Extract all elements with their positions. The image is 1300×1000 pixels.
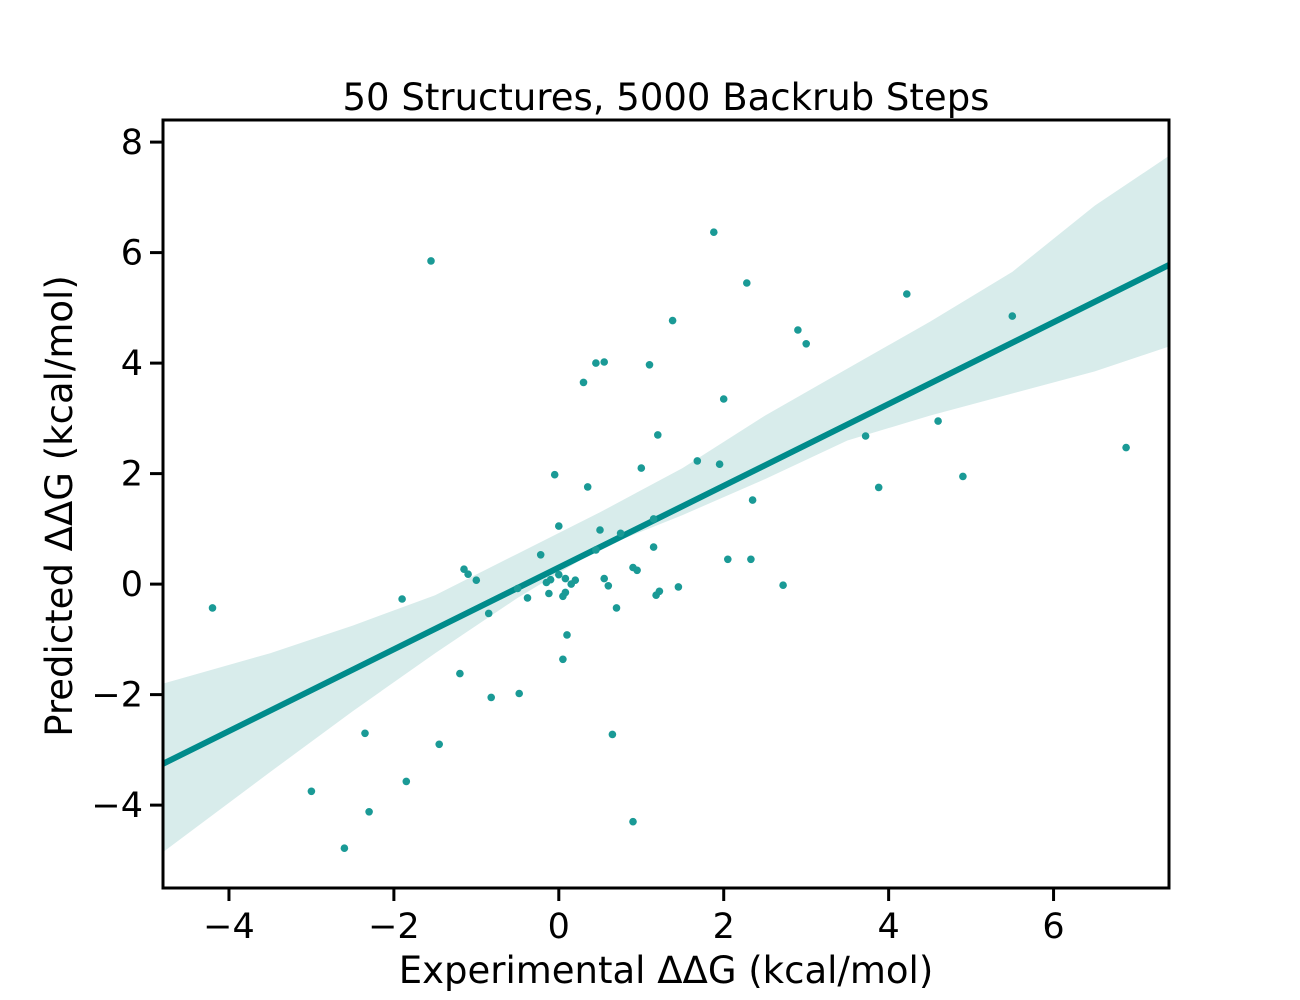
data-point (435, 740, 444, 749)
data-point (571, 576, 580, 584)
data-point (1008, 312, 1017, 320)
data-point (513, 584, 522, 593)
data-point (748, 496, 757, 504)
data-point (600, 574, 608, 583)
data-point (649, 543, 658, 551)
y-tick-label: 8 (121, 123, 143, 163)
data-point (633, 566, 641, 575)
data-point (649, 515, 658, 523)
data-point (654, 431, 662, 439)
data-point (427, 257, 435, 265)
data-point (550, 470, 559, 479)
data-point (487, 693, 496, 702)
x-tick-label: −2 (368, 907, 420, 947)
x-tick-label: 6 (1042, 907, 1064, 947)
data-point (546, 575, 555, 584)
data-point (693, 457, 702, 465)
y-tick-label: −4 (91, 786, 143, 826)
data-point (545, 589, 553, 598)
data-point (802, 340, 810, 348)
plot-frame (161, 118, 1171, 890)
data-point (715, 460, 724, 469)
data-point (608, 730, 617, 739)
data-point (616, 529, 625, 538)
data-point (934, 417, 942, 425)
data-point (515, 689, 523, 698)
data-point (794, 326, 802, 334)
data-point (719, 395, 728, 403)
data-point (583, 483, 592, 491)
data-point (365, 808, 373, 816)
data-point (464, 570, 472, 578)
plot-area (161, 155, 1171, 853)
regression-line (161, 262, 1171, 767)
data-point (724, 555, 732, 564)
y-tick-label: 2 (121, 455, 143, 495)
x-tick-label: 4 (877, 907, 899, 947)
data-point (579, 378, 588, 387)
confidence-band (163, 155, 1169, 853)
y-axis-label: Predicted ΔΔG (kcal/mol) (38, 275, 81, 737)
data-point (472, 576, 481, 584)
data-point (536, 551, 545, 559)
data-point (460, 565, 468, 573)
data-point (484, 609, 493, 618)
x-axis-ticks: −4 −2 0 2 4 6 (203, 888, 1065, 947)
data-point (645, 361, 654, 369)
data-point (861, 432, 870, 440)
data-point (612, 604, 621, 612)
data-point (208, 604, 217, 612)
data-point (561, 574, 570, 583)
data-point (637, 464, 646, 472)
data-point (559, 655, 567, 664)
data-point (398, 595, 406, 603)
x-tick-label: −4 (203, 907, 255, 947)
data-point (874, 483, 883, 492)
chart-title: 50 Structures, 5000 Backrub Steps (343, 76, 990, 119)
data-point (523, 594, 532, 602)
data-point (592, 546, 600, 554)
y-tick-label: 0 (121, 565, 143, 605)
x-tick-label: 0 (548, 907, 570, 947)
data-point (596, 526, 604, 534)
data-point (307, 787, 316, 796)
data-point (743, 279, 751, 287)
data-point (668, 316, 677, 325)
data-point (674, 583, 683, 591)
data-point (604, 582, 613, 590)
data-point (903, 290, 911, 298)
data-point (402, 777, 411, 786)
data-point (779, 581, 787, 589)
data-point (710, 228, 718, 236)
x-tick-label: 2 (713, 907, 735, 947)
data-point (600, 358, 608, 366)
data-point (1122, 443, 1130, 452)
data-point (959, 472, 967, 481)
data-point (456, 669, 464, 678)
data-point (655, 587, 664, 596)
data-point (555, 570, 563, 579)
data-point (747, 555, 755, 564)
y-axis-ticks: −4 −2 0 2 4 6 8 (91, 123, 163, 826)
data-point (563, 631, 571, 639)
data-point (340, 844, 349, 852)
y-tick-label: 4 (121, 344, 143, 384)
data-point (555, 522, 563, 530)
x-axis-label: Experimental ΔΔG (kcal/mol) (399, 949, 934, 992)
y-tick-label: 6 (121, 234, 143, 274)
y-tick-label: −2 (91, 676, 143, 716)
data-point (592, 359, 600, 367)
data-point (361, 729, 369, 738)
data-point (561, 588, 570, 597)
data-point (629, 817, 637, 826)
